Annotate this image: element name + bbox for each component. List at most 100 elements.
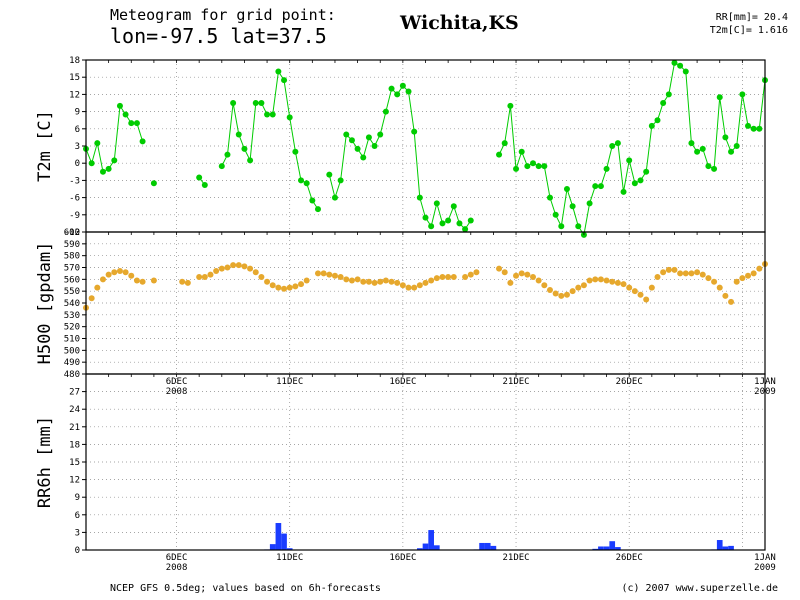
data-point [637, 291, 644, 298]
bar [479, 542, 485, 550]
data-point [597, 276, 604, 283]
data-point [575, 223, 582, 230]
bar [422, 543, 429, 550]
data-point [252, 269, 259, 276]
y-tick-label: 560 [64, 275, 80, 285]
data-point [648, 284, 655, 291]
location-name: Wichita,KS [400, 12, 519, 34]
data-point [739, 91, 746, 98]
data-point [513, 272, 520, 279]
data-point [399, 282, 406, 289]
y-tick-label: 12 [69, 476, 80, 486]
data-point [213, 268, 220, 275]
data-point [337, 273, 344, 280]
y-tick-label: 24 [69, 405, 80, 415]
data-point [314, 206, 321, 213]
data-point [728, 298, 735, 305]
data-point [343, 276, 350, 283]
data-point [558, 292, 565, 299]
data-point [671, 59, 678, 66]
panel-frame [85, 231, 766, 375]
data-point [201, 181, 208, 188]
y-axis-label: T2m [C] [35, 110, 55, 182]
data-point [637, 177, 644, 184]
data-point [281, 77, 288, 84]
data-point [501, 269, 508, 276]
data-point [303, 277, 310, 284]
data-point [586, 200, 593, 207]
y-tick-label: 0 [75, 546, 80, 556]
y-tick-label: 3 [75, 528, 80, 538]
data-point [184, 279, 191, 286]
data-point [677, 62, 684, 69]
data-point [750, 270, 757, 277]
data-point [377, 131, 384, 138]
data-point [433, 275, 440, 282]
data-point [439, 220, 446, 227]
data-point [688, 270, 695, 277]
data-point [682, 68, 689, 75]
y-tick-label: 600 [64, 228, 80, 238]
data-point [462, 273, 469, 280]
x-tick-sublabel: 2009 [754, 563, 776, 573]
data-point [354, 276, 361, 283]
data-point [654, 117, 661, 124]
data-point [247, 157, 254, 164]
data-point [631, 288, 638, 295]
data-point [665, 266, 672, 273]
data-point [535, 277, 542, 284]
data-point [269, 111, 276, 118]
data-point [201, 273, 208, 280]
data-point [603, 277, 610, 284]
bar [609, 541, 616, 550]
y-tick-label: 550 [64, 287, 80, 297]
data-point [671, 266, 678, 273]
data-point [665, 91, 672, 98]
series-line [221, 70, 319, 210]
data-point [99, 276, 106, 283]
data-point [563, 186, 570, 192]
data-point [235, 262, 242, 269]
bar [281, 533, 287, 550]
data-point [382, 108, 389, 115]
data-point [150, 180, 157, 187]
bar [722, 546, 729, 550]
data-point [614, 140, 621, 147]
data-point [745, 272, 752, 279]
x-tick-label: 16DEC [389, 553, 416, 563]
data-point [733, 278, 740, 285]
data-point [309, 197, 316, 204]
data-point [603, 165, 610, 172]
data-point [382, 277, 389, 284]
copyright-note: (c) 2007 www.superzelle.de [621, 583, 778, 594]
data-point [648, 122, 655, 129]
data-point [133, 277, 140, 284]
data-point [99, 168, 106, 175]
bar [728, 545, 734, 550]
data-point [394, 91, 401, 98]
data-point [518, 270, 525, 277]
data-point [473, 269, 480, 276]
y-tick-label: 570 [64, 264, 80, 274]
y-tick-label: 590 [64, 240, 80, 250]
data-point [592, 276, 599, 283]
data-point [303, 180, 310, 187]
data-point [122, 111, 129, 118]
data-point [626, 157, 633, 164]
data-point [688, 140, 695, 147]
x-tick-label: 11DEC [276, 553, 303, 563]
bar [428, 530, 434, 550]
data-point [643, 168, 650, 175]
data-point [563, 291, 570, 298]
data-point [405, 284, 412, 291]
bar [490, 545, 497, 550]
data-point [133, 120, 140, 127]
data-point [654, 273, 661, 280]
data-point [88, 160, 95, 167]
data-point [722, 292, 729, 299]
y-tick-label: 510 [64, 335, 80, 345]
data-point [241, 145, 248, 152]
data-point [326, 171, 333, 178]
data-point [371, 279, 378, 286]
data-point [496, 265, 503, 272]
